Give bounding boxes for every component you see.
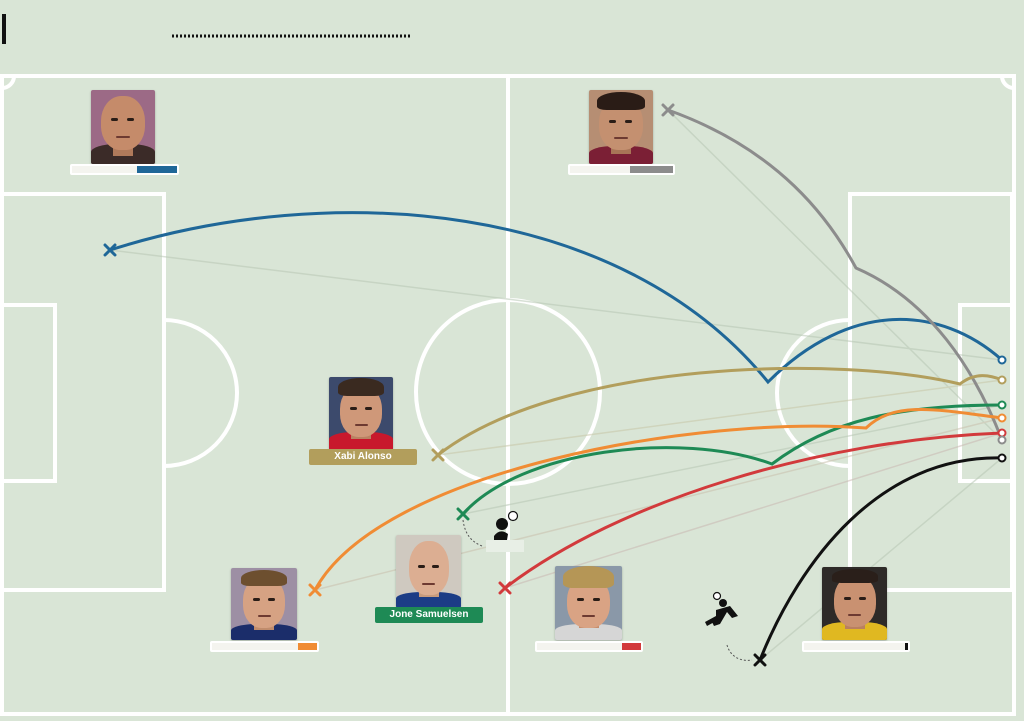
black-trajectory	[758, 456, 1004, 662]
player-photo	[91, 90, 155, 164]
shot-origin-x-icon	[498, 581, 512, 595]
orange-trajectory	[313, 408, 1004, 592]
shot-origin-x-icon	[431, 448, 445, 462]
ball-trajectories	[108, 108, 1004, 662]
shot-origin-x-icon	[661, 103, 675, 117]
right-penalty-area	[848, 192, 1014, 592]
goal-end-dot-icon	[997, 428, 1007, 438]
shot-origin-x-icon	[753, 653, 767, 667]
player-photo	[822, 567, 887, 640]
gray-sight-line	[667, 109, 1003, 441]
red-sight-line	[504, 432, 1003, 589]
player-bar	[568, 164, 675, 175]
player-photo	[555, 566, 622, 640]
pitch-markings	[0, 74, 1016, 716]
red-trajectory	[503, 431, 1004, 590]
player-photo	[231, 568, 297, 640]
black-sight-line	[759, 457, 1003, 661]
goal-end-dot-icon	[997, 453, 1007, 463]
player-photo	[589, 90, 653, 164]
blue-sight-line	[109, 249, 1003, 361]
header-decoration	[2, 14, 412, 44]
left-goal-area	[0, 303, 57, 483]
centre-circle	[414, 298, 602, 486]
goal-end-dot-icon	[997, 435, 1007, 445]
player-name-label: Jone Samuelsen	[375, 607, 483, 623]
goal-end-dot-icon	[997, 375, 1007, 385]
left-penalty-arc	[163, 318, 239, 468]
gold-trajectory	[436, 366, 1004, 457]
header-player-icon	[462, 510, 524, 552]
shot-origin-x-icon	[456, 507, 470, 521]
player-photo	[329, 377, 393, 450]
gold-sight-line	[437, 379, 1003, 456]
player-bar	[70, 164, 179, 175]
green-sight-line	[462, 404, 1003, 515]
goal-end-dot-icon	[997, 355, 1007, 365]
player-photo	[396, 535, 461, 608]
goal-bicycle-kick-icon	[705, 591, 753, 661]
blue-trajectory	[108, 211, 1004, 385]
goal-end-dots	[997, 355, 1007, 463]
corner-arc-tr	[1000, 75, 1015, 90]
corner-arc-tl	[1, 75, 16, 90]
gray-trajectory	[666, 108, 1004, 442]
player-bar	[535, 641, 643, 652]
player-name-label: Xabi Alonso	[309, 449, 417, 465]
shot-origin-x-icon	[308, 583, 322, 597]
right-goal-area	[958, 303, 1016, 483]
player-bar	[802, 641, 910, 652]
shot-origins	[103, 103, 767, 667]
shot-origin-x-icon	[103, 243, 117, 257]
goal-end-dot-icon	[997, 400, 1007, 410]
player-bar	[210, 641, 319, 652]
goal-end-dot-icon	[997, 413, 1007, 423]
right-penalty-arc	[775, 318, 851, 468]
